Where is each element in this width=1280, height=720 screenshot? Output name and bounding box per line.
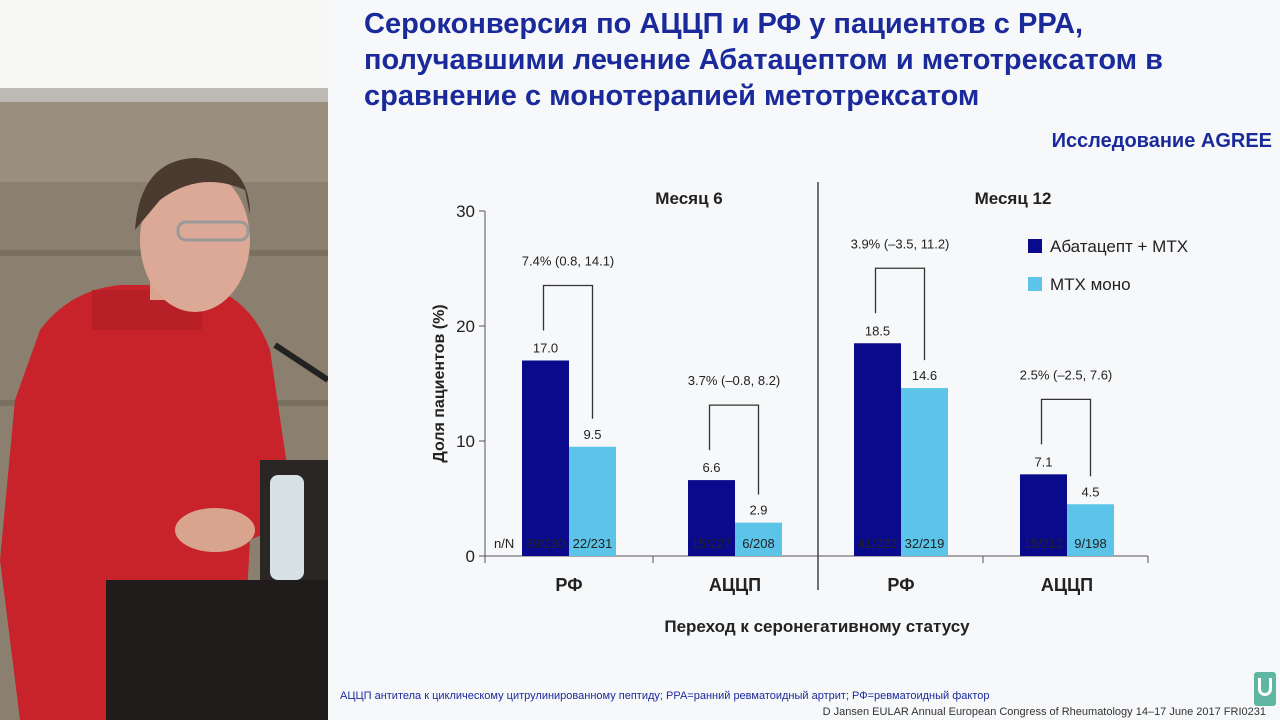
bar-value-label: 2.9: [749, 503, 767, 518]
speaker-video: [0, 0, 328, 720]
legend-swatch: [1028, 277, 1042, 291]
x-category-label: РФ: [555, 575, 582, 595]
bar-value-label: 4.5: [1081, 484, 1099, 499]
y-tick-label: 30: [456, 202, 475, 221]
difference-label: 2.5% (–2.5, 7.6): [1020, 367, 1113, 382]
x-category-label: АЦЦП: [1041, 575, 1093, 595]
bar-value-label: 6.6: [702, 460, 720, 475]
bar-nn-label: 39/230: [526, 536, 566, 551]
nn-prefix: n/N: [494, 536, 514, 551]
x-axis-title: Переход к серонегативному статусу: [664, 617, 970, 636]
bar-nn-label: 15/212: [1024, 536, 1064, 551]
bar: [1020, 474, 1067, 556]
difference-bracket: [708, 404, 760, 495]
bar-nn-label: 32/219: [905, 536, 945, 551]
panel-title: Месяц 6: [655, 189, 722, 208]
citation: D Jansen EULAR Annual European Congress …: [822, 706, 1266, 718]
bar-nn-label: 41/222: [858, 536, 898, 551]
legend-label: МТХ моно: [1050, 275, 1131, 294]
bar-nn-label: 6/208: [742, 536, 775, 551]
difference-bracket: [874, 267, 926, 361]
bar: [1067, 504, 1114, 556]
difference-label: 7.4% (0.8, 14.1): [522, 254, 615, 269]
bar: [569, 446, 616, 556]
presentation-slide: Сероконверсия по АЦЦП и РФ у пациентов с…: [328, 0, 1280, 720]
difference-label: 3.9% (–3.5, 11.2): [851, 236, 950, 251]
y-axis-title: Доля пациентов (%): [431, 304, 448, 462]
bar-nn-label: 9/198: [1074, 536, 1107, 551]
bar-value-label: 9.5: [583, 427, 601, 442]
legend-swatch: [1028, 239, 1042, 253]
bar-value-label: 18.5: [865, 323, 890, 338]
difference-label: 3.7% (–0.8, 8.2): [688, 373, 781, 388]
footnote: АЦЦП антитела к циклическому цитрулиниро…: [340, 690, 990, 702]
panel-title: Месяц 12: [975, 189, 1052, 208]
bar: [854, 343, 901, 556]
y-tick-label: 10: [456, 432, 475, 451]
difference-bracket: [1040, 398, 1092, 477]
bar: [688, 480, 735, 556]
slide-title: Сероконверсия по АЦЦП и РФ у пациентов с…: [364, 8, 1163, 112]
bar: [901, 388, 948, 556]
bar-value-label: 7.1: [1034, 454, 1052, 469]
bar-value-label: 14.6: [912, 368, 937, 383]
y-tick-label: 0: [466, 547, 475, 566]
bar-value-label: 17.0: [533, 341, 558, 356]
bar-nn-label: 15/227: [692, 536, 732, 551]
speaker-photo: [0, 0, 328, 720]
x-category-label: РФ: [887, 575, 914, 595]
bar: [735, 522, 782, 556]
bar-nn-label: 22/231: [573, 536, 613, 551]
bar-chart: 0 10 20 30 Доля пациентов (%) Переход к серон…: [431, 182, 1188, 636]
eular-logo-icon: [1254, 672, 1276, 706]
y-tick-label: 20: [456, 317, 475, 336]
legend-label: Абатацепт + МТХ: [1050, 237, 1188, 256]
bar: [522, 360, 569, 556]
difference-bracket: [542, 284, 594, 419]
study-label: Исследование AGREE: [1051, 130, 1272, 152]
x-category-label: АЦЦП: [709, 575, 761, 595]
